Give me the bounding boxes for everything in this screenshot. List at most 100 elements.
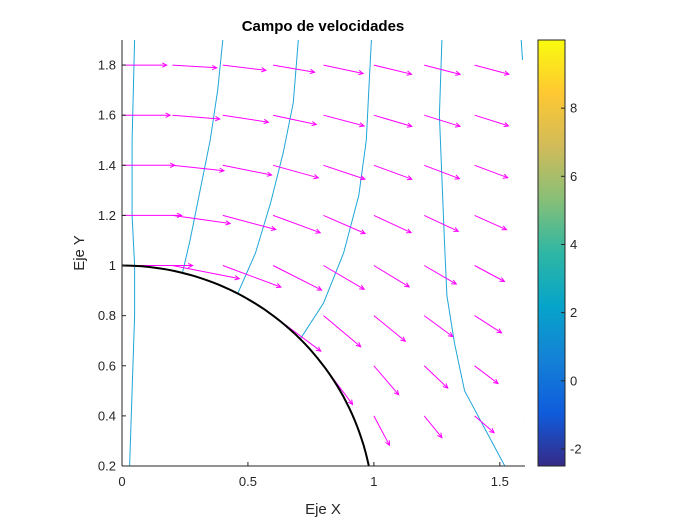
- arrow-shaft: [525, 466, 544, 478]
- velocity-arrow: [172, 164, 226, 173]
- y-tick-label: 1: [109, 258, 116, 273]
- velocity-arrow: [122, 62, 168, 68]
- arrow-shaft: [423, 214, 459, 232]
- velocity-arrow: [424, 64, 462, 76]
- velocity-arrow: [323, 265, 366, 290]
- arrow-shaft: [474, 64, 510, 75]
- arrow-head: [315, 346, 322, 352]
- arrow-head: [503, 70, 511, 76]
- y-tick-label: 1.2: [98, 208, 116, 223]
- contour-line: [520, 40, 523, 61]
- arrow-head: [493, 378, 499, 385]
- x-tick-label: 1: [370, 474, 377, 489]
- velocity-arrow: [423, 315, 454, 338]
- boundary-curve: [122, 264, 370, 466]
- contour-line: [438, 40, 506, 466]
- arrow-head: [454, 174, 461, 180]
- y-ticks: 0.2 0.4 0.6 0.8 1 1.2 1.4 1.6 1.8: [98, 58, 126, 474]
- plot-area: [122, 40, 525, 466]
- velocity-arrow: [373, 265, 411, 288]
- arrow-head: [385, 440, 391, 447]
- velocity-arrows: [122, 62, 544, 484]
- arrow-head: [503, 122, 510, 128]
- colorbar-tick-label: 0: [570, 373, 577, 388]
- y-axis-label: Eje Y: [71, 235, 88, 271]
- y-tick-label: 1.6: [98, 108, 116, 123]
- y-tick-label: 0.8: [98, 308, 116, 323]
- arrow-shaft: [373, 164, 412, 180]
- velocity-arrow: [273, 64, 316, 75]
- arrow-shaft: [272, 164, 319, 179]
- arrow-head: [266, 171, 273, 177]
- velocity-arrow: [474, 214, 508, 231]
- velocity-arrow: [373, 315, 407, 343]
- arrow-head: [400, 336, 407, 343]
- arrow-head: [214, 115, 221, 122]
- colorbar-tick-label: 8: [570, 101, 577, 116]
- arrow-head: [453, 227, 460, 232]
- velocity-arrow: [323, 164, 366, 181]
- arrow-shaft: [423, 415, 443, 438]
- velocity-arrow: [424, 164, 461, 180]
- contour-line: [300, 40, 372, 339]
- velocity-arrow: [474, 114, 510, 128]
- arrow-head: [455, 70, 462, 76]
- arrow-shaft: [172, 164, 225, 172]
- arrow-head: [451, 279, 458, 285]
- arrow-head: [442, 383, 449, 389]
- arrow-head: [432, 479, 436, 484]
- arrow-head: [447, 331, 454, 338]
- velocity-arrow: [424, 465, 436, 484]
- arrow-head: [355, 341, 362, 348]
- arrow-shaft: [222, 214, 276, 230]
- arrow-head: [161, 62, 168, 68]
- velocity-arrow: [323, 114, 366, 128]
- arrow-head: [393, 389, 400, 396]
- arrow-shaft: [273, 64, 315, 73]
- velocity-arrow: [172, 214, 232, 226]
- arrow-shaft: [323, 114, 365, 127]
- velocity-arrow: [272, 214, 322, 234]
- velocity-arrow: [373, 114, 413, 128]
- velocity-arrow: [423, 265, 458, 285]
- colorbar-tick-label: 4: [570, 237, 577, 252]
- cylinder-boundary: [122, 264, 370, 466]
- arrow-head: [347, 399, 354, 406]
- arrow-head: [437, 432, 443, 439]
- contour-line: [237, 40, 299, 294]
- velocity-arrow: [373, 214, 413, 234]
- arrow-shaft: [323, 265, 365, 290]
- colorbar-tick-label: 2: [570, 305, 577, 320]
- velocity-arrow: [122, 212, 183, 219]
- arrow-head: [234, 275, 241, 281]
- y-tick-label: 1.8: [98, 58, 116, 73]
- velocity-arrow: [373, 64, 413, 76]
- arrow-head: [261, 67, 268, 73]
- arrow-head: [406, 175, 413, 181]
- arrow-head: [275, 283, 282, 289]
- velocity-arrow: [474, 415, 495, 434]
- arrow-head: [263, 118, 270, 125]
- x-tick-label: 1.5: [491, 474, 509, 489]
- arrow-shaft: [172, 214, 231, 224]
- arrow-shaft: [423, 365, 449, 389]
- arrow-shaft: [272, 114, 317, 125]
- velocity-arrow: [373, 365, 400, 396]
- arrow-shaft: [172, 114, 220, 120]
- arrow-shaft: [373, 415, 390, 446]
- velocity-arrow: [373, 415, 391, 447]
- velocity-arrow: [474, 315, 503, 334]
- velocity-arrow: [272, 164, 320, 180]
- velocity-arrow: [122, 112, 172, 118]
- y-tick-label: 0.4: [98, 408, 116, 423]
- arrow-shaft: [474, 415, 495, 434]
- velocity-arrow: [525, 466, 544, 478]
- arrow-head: [225, 220, 232, 226]
- velocity-arrow: [222, 265, 282, 289]
- velocity-arrow: [272, 265, 323, 291]
- arrow-shaft: [373, 315, 406, 342]
- x-axis-label: Eje X: [305, 501, 341, 518]
- arrow-head: [359, 284, 366, 290]
- velocity-arrow: [423, 415, 443, 439]
